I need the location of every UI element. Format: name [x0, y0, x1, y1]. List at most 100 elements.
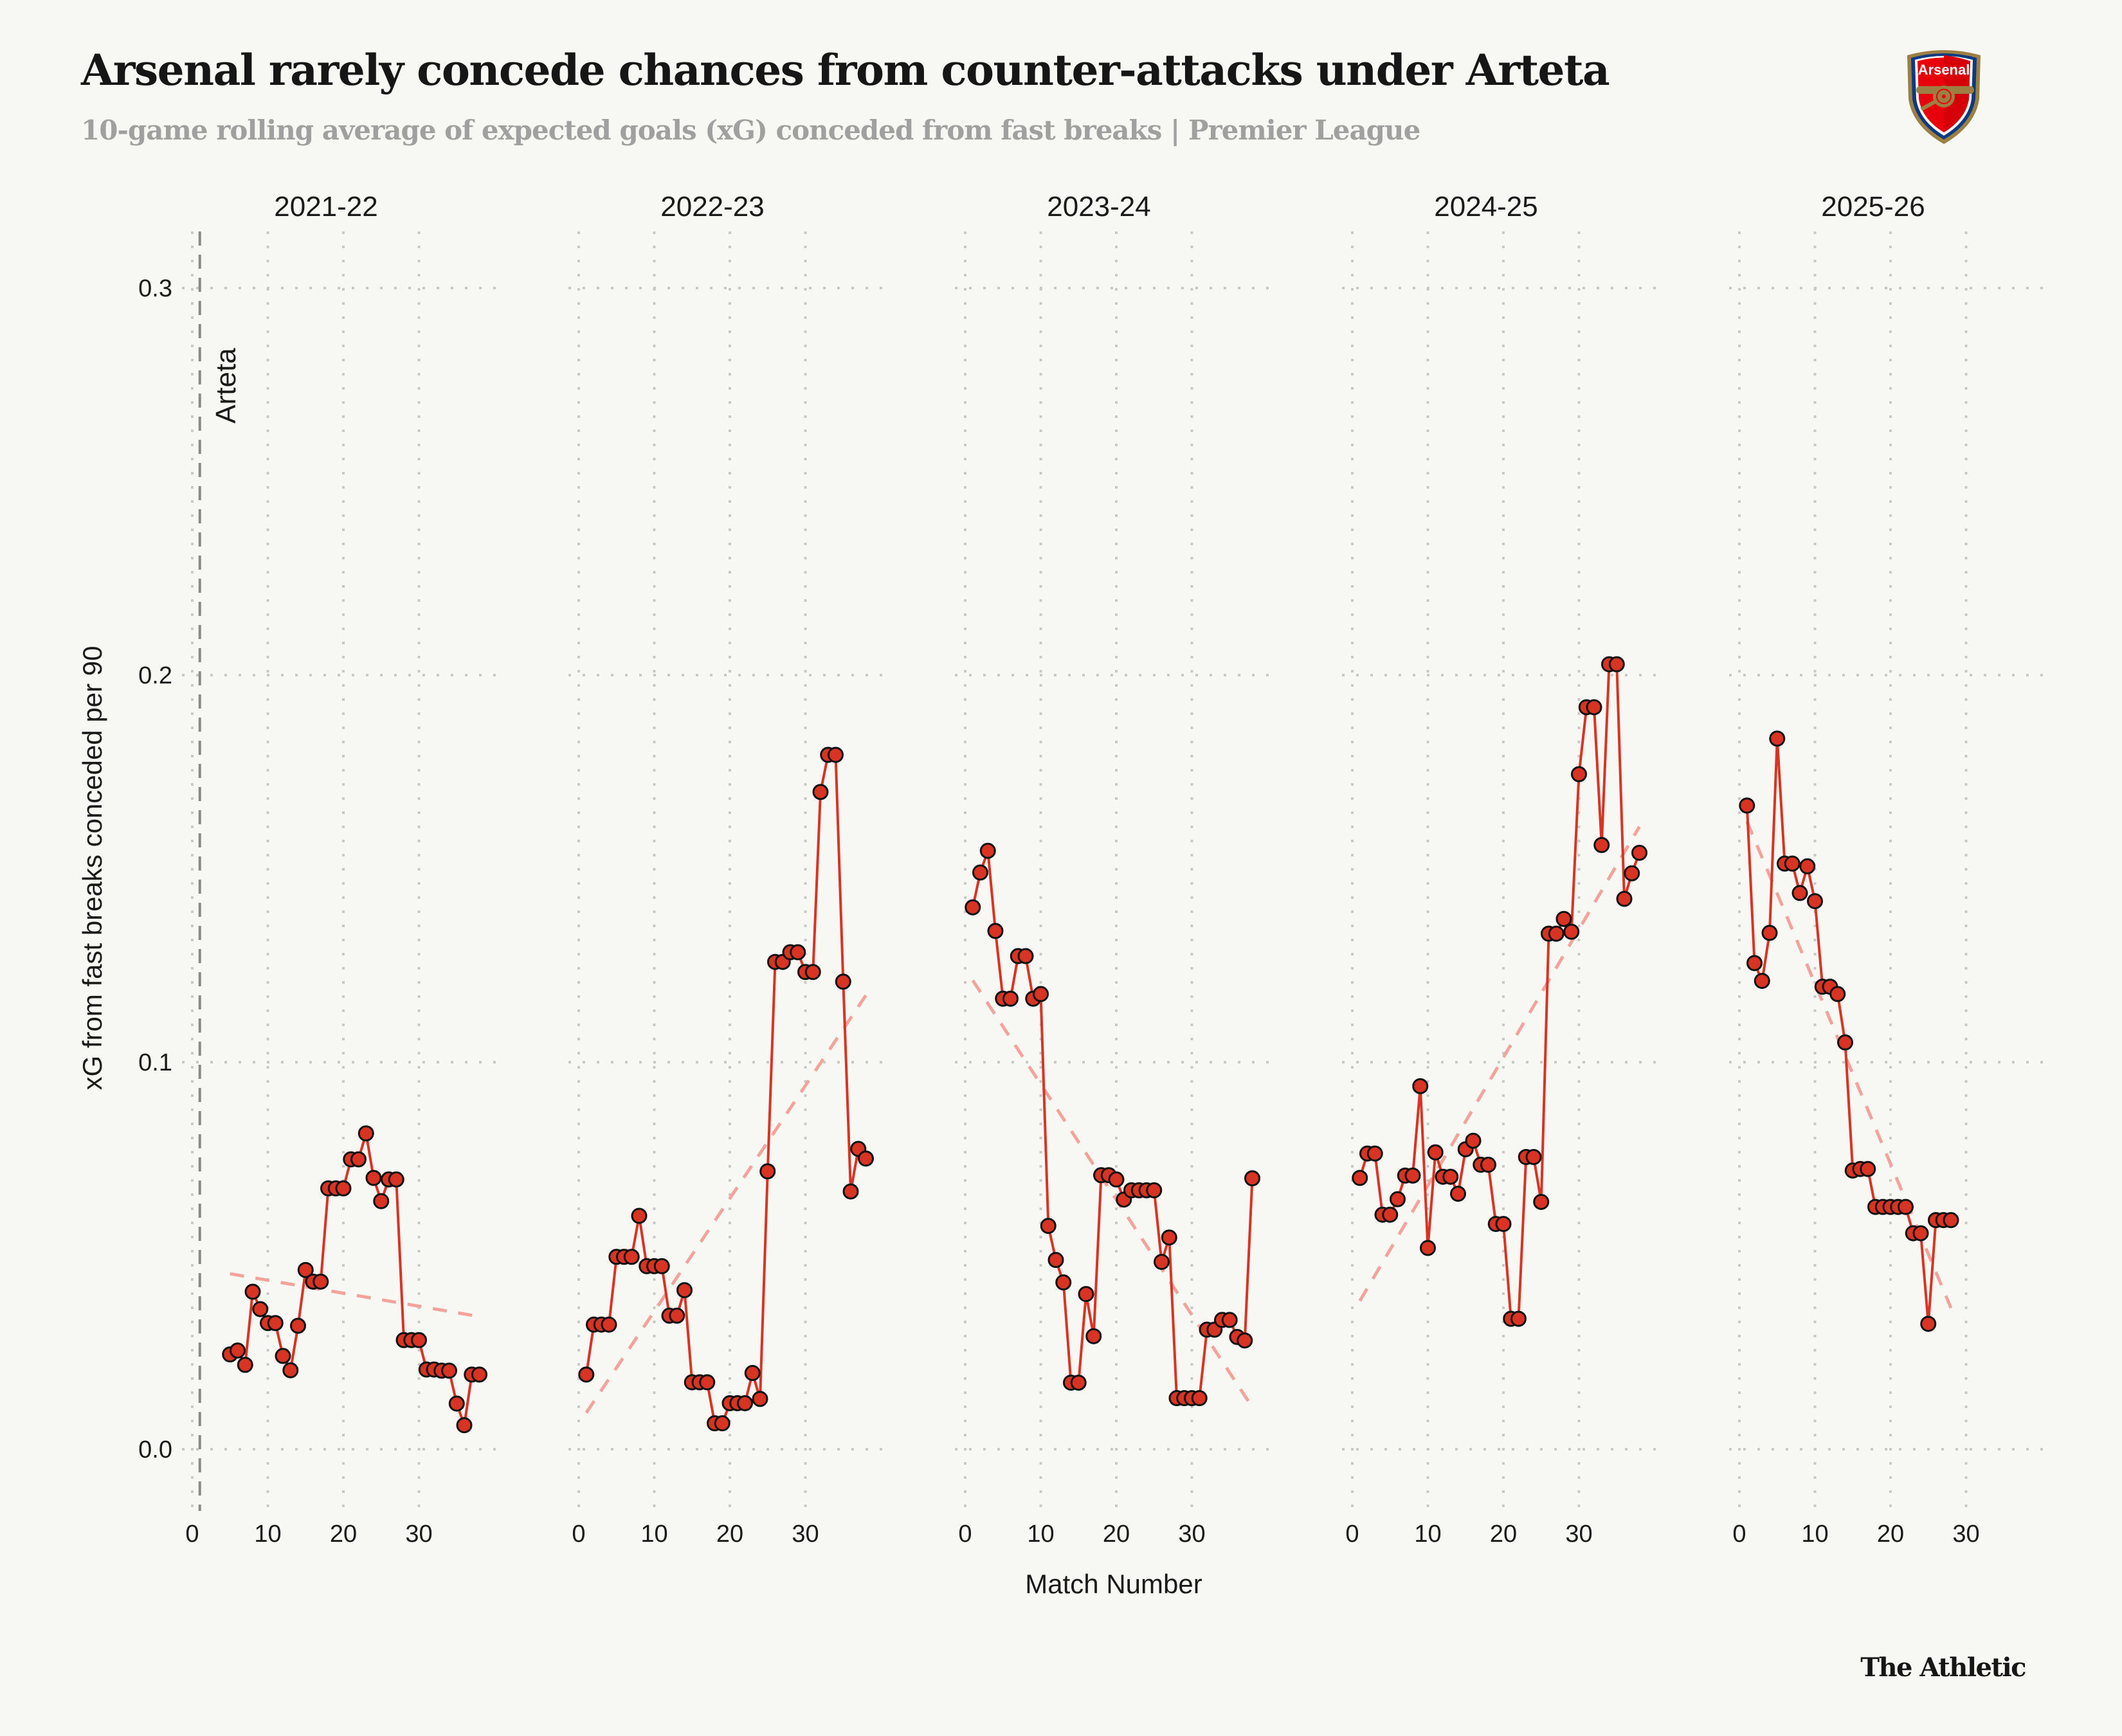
data-point — [297, 1261, 314, 1278]
facet-label-2021-22: 2021-22 — [274, 191, 377, 222]
data-point — [752, 1391, 768, 1407]
chart-title: Arsenal rarely concede chances from coun… — [81, 45, 1610, 95]
x-tick-label: 0 — [1345, 1521, 1359, 1548]
data-point — [1154, 1254, 1170, 1270]
data-point — [987, 923, 1004, 939]
data-point — [1555, 910, 1572, 927]
data-point — [1586, 699, 1602, 716]
x-tick-label: 20 — [1877, 1521, 1904, 1548]
data-point — [1108, 1171, 1125, 1188]
data-point — [1761, 925, 1778, 941]
data-point — [1943, 1212, 1959, 1229]
data-point — [1837, 1034, 1853, 1051]
data-point — [1563, 923, 1580, 940]
data-point — [252, 1301, 269, 1317]
x-tick-label: 30 — [1565, 1521, 1592, 1548]
data-point — [1571, 766, 1587, 782]
data-point — [335, 1180, 352, 1197]
data-point — [1085, 1328, 1102, 1344]
facet-label-2025-26: 2025-26 — [1821, 191, 1925, 222]
data-point — [979, 842, 996, 859]
series-line-2023-24 — [971, 850, 1254, 1400]
data-point — [1146, 1182, 1163, 1198]
data-point — [828, 746, 844, 763]
data-point — [759, 1163, 776, 1180]
data-point — [1624, 865, 1640, 882]
data-point — [790, 944, 806, 961]
data-point — [699, 1374, 716, 1391]
facet-labels: 2021-22 2022-23 2023-24 2024-25 2025-26 — [274, 191, 1925, 222]
arsenal-crest-icon: Arsenal — [1907, 50, 1981, 144]
data-point — [358, 1125, 374, 1142]
y-tick-label: 0.2 — [138, 662, 172, 689]
x-tick-label: 30 — [1178, 1521, 1205, 1548]
x-tick-label: 20 — [1490, 1521, 1517, 1548]
data-point — [835, 973, 851, 990]
data-point — [290, 1317, 306, 1334]
chart-subtitle: 10-game rolling average of expected goal… — [81, 114, 1420, 146]
data-point — [1161, 1229, 1177, 1246]
data-point — [1017, 948, 1034, 964]
facet-label-2023-24: 2023-24 — [1047, 191, 1150, 222]
gridlines — [182, 231, 2044, 1511]
data-point — [1420, 1240, 1436, 1256]
data-point — [1791, 885, 1808, 901]
data-point — [1366, 1145, 1383, 1162]
data-point — [1510, 1310, 1527, 1327]
data-point — [282, 1362, 299, 1379]
data-point — [812, 784, 829, 800]
data-point — [858, 1150, 874, 1167]
data-point — [275, 1348, 291, 1364]
data-point — [230, 1342, 246, 1359]
data-point — [669, 1307, 685, 1324]
data-point — [965, 899, 981, 916]
data-point — [1920, 1316, 1937, 1332]
x-axis-title: Match Number — [1025, 1569, 1202, 1599]
y-tick-label: 0.1 — [138, 1049, 172, 1076]
data-point — [1754, 973, 1770, 990]
data-point — [1829, 986, 1846, 1002]
data-point — [1390, 1191, 1406, 1207]
data-point — [1739, 797, 1755, 814]
x-tick-label: 20 — [1103, 1521, 1130, 1548]
data-point — [1807, 893, 1823, 910]
data-point — [1608, 656, 1625, 673]
data-point — [601, 1316, 617, 1333]
y-tick-label: 0.3 — [138, 275, 172, 302]
data-point — [1221, 1312, 1238, 1328]
facet-label-2022-23: 2022-23 — [660, 191, 764, 222]
data-point — [237, 1357, 253, 1373]
x-tick-label: 10 — [1027, 1521, 1054, 1548]
data-point — [456, 1417, 473, 1434]
data-point — [1352, 1170, 1368, 1186]
data-point — [1898, 1198, 1914, 1215]
x-tick-label: 0 — [185, 1521, 199, 1548]
data-point — [1002, 990, 1019, 1007]
data-point — [1525, 1148, 1542, 1165]
x-tick-label: 30 — [405, 1521, 432, 1548]
data-point — [972, 864, 988, 881]
data-point — [244, 1283, 261, 1300]
x-tick-label: 0 — [1732, 1521, 1746, 1548]
data-point — [1631, 844, 1647, 861]
data-point — [441, 1362, 457, 1379]
data-point — [411, 1332, 427, 1348]
data-point — [1912, 1225, 1929, 1242]
data-point — [744, 1364, 761, 1381]
data-point — [1548, 925, 1564, 942]
data-point — [714, 1415, 730, 1432]
data-point — [1450, 1186, 1466, 1202]
facet-label-2024-25: 2024-25 — [1434, 191, 1537, 222]
data-point — [1799, 858, 1816, 874]
trend-line-2021-22 — [230, 1272, 480, 1319]
data-point — [350, 1151, 367, 1168]
data-point — [1495, 1216, 1512, 1233]
x-tick-label: 30 — [792, 1521, 819, 1548]
arteta-annotation: Arteta — [198, 231, 242, 1511]
data-point — [1047, 1252, 1064, 1269]
data-point — [1191, 1390, 1208, 1407]
data-point — [1237, 1332, 1253, 1349]
x-tick-label: 10 — [1414, 1521, 1441, 1548]
y-axis-title: xG from fast breaks conceded per 90 — [77, 646, 107, 1090]
data-point — [842, 1183, 859, 1200]
